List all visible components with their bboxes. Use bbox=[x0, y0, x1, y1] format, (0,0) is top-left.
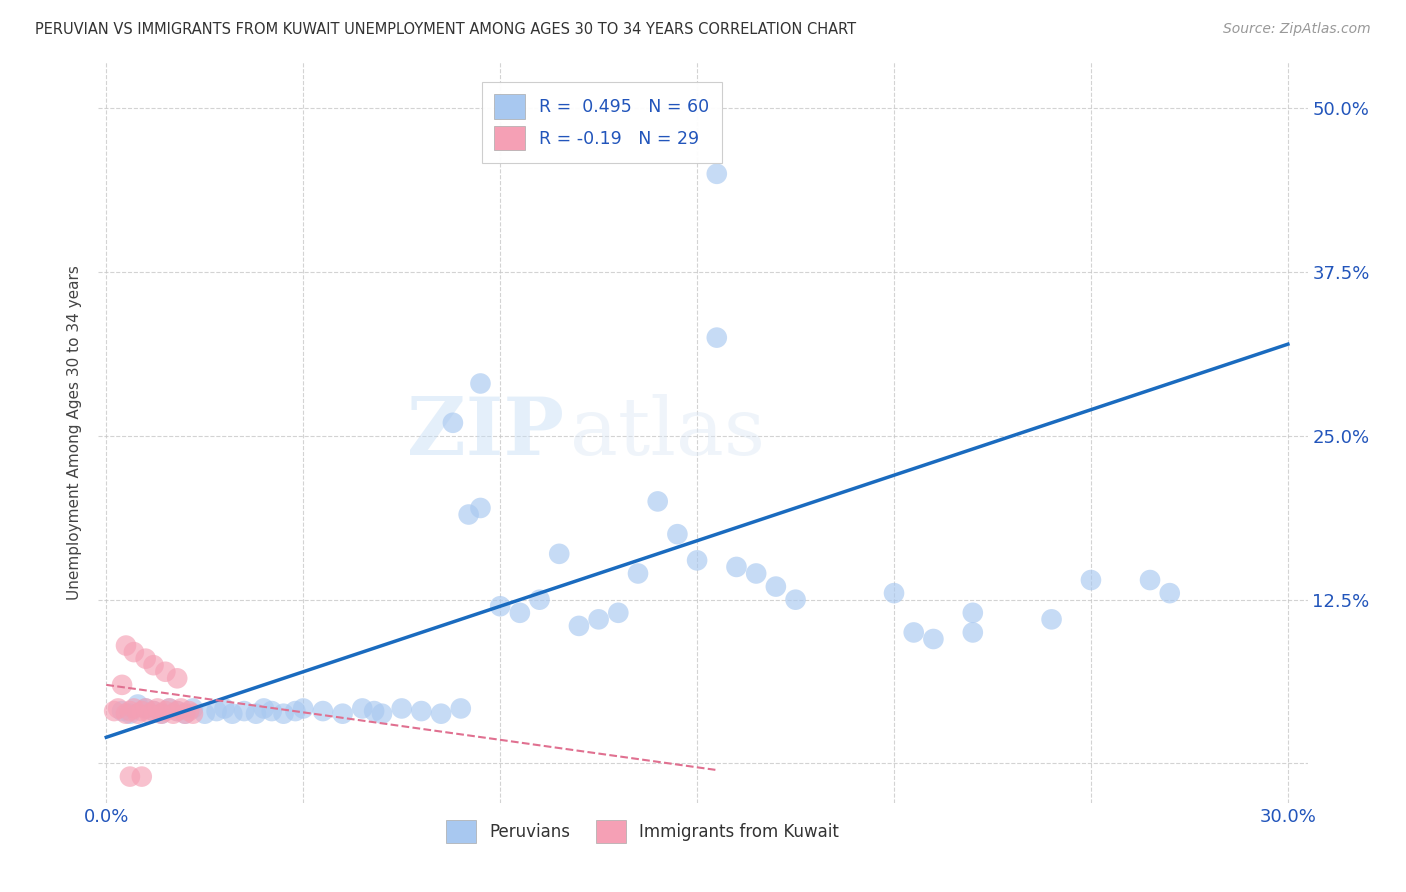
Point bbox=[115, 639, 138, 653]
Point bbox=[155, 665, 177, 679]
Point bbox=[332, 706, 354, 721]
Point bbox=[1159, 586, 1181, 600]
Point bbox=[181, 706, 204, 721]
Point bbox=[162, 706, 184, 721]
Point bbox=[142, 658, 165, 673]
Point bbox=[118, 704, 141, 718]
Point bbox=[131, 770, 153, 784]
Point bbox=[174, 706, 197, 721]
Point bbox=[666, 527, 689, 541]
Point bbox=[352, 701, 374, 715]
Point bbox=[371, 706, 394, 721]
Point bbox=[205, 704, 228, 718]
Point bbox=[962, 606, 984, 620]
Point bbox=[122, 645, 145, 659]
Point bbox=[745, 566, 768, 581]
Point bbox=[607, 606, 630, 620]
Point bbox=[118, 770, 141, 784]
Point bbox=[568, 619, 591, 633]
Text: atlas: atlas bbox=[569, 393, 765, 472]
Point bbox=[245, 706, 267, 721]
Point bbox=[174, 706, 197, 721]
Point bbox=[157, 701, 180, 715]
Text: PERUVIAN VS IMMIGRANTS FROM KUWAIT UNEMPLOYMENT AMONG AGES 30 TO 34 YEARS CORREL: PERUVIAN VS IMMIGRANTS FROM KUWAIT UNEMP… bbox=[35, 22, 856, 37]
Point bbox=[363, 704, 385, 718]
Point bbox=[1080, 573, 1102, 587]
Point bbox=[391, 701, 413, 715]
Point bbox=[111, 678, 134, 692]
Point bbox=[470, 500, 492, 515]
Point bbox=[103, 704, 125, 718]
Point bbox=[922, 632, 945, 646]
Point bbox=[441, 416, 464, 430]
Legend: Peruvians, Immigrants from Kuwait: Peruvians, Immigrants from Kuwait bbox=[440, 814, 845, 850]
Point bbox=[138, 706, 160, 721]
Y-axis label: Unemployment Among Ages 30 to 34 years: Unemployment Among Ages 30 to 34 years bbox=[67, 265, 83, 600]
Point bbox=[647, 494, 669, 508]
Point bbox=[127, 706, 149, 721]
Point bbox=[135, 701, 157, 715]
Point bbox=[411, 704, 433, 718]
Point bbox=[725, 560, 748, 574]
Point bbox=[765, 580, 787, 594]
Point bbox=[588, 612, 610, 626]
Point bbox=[107, 701, 129, 715]
Point bbox=[706, 330, 728, 344]
Point bbox=[450, 701, 472, 715]
Point bbox=[177, 704, 200, 718]
Point bbox=[706, 167, 728, 181]
Point bbox=[260, 704, 283, 718]
Point bbox=[142, 704, 165, 718]
Point bbox=[157, 701, 180, 715]
Point bbox=[166, 671, 188, 685]
Point bbox=[166, 704, 188, 718]
Text: Source: ZipAtlas.com: Source: ZipAtlas.com bbox=[1223, 22, 1371, 37]
Point bbox=[150, 706, 173, 721]
Point bbox=[470, 376, 492, 391]
Point bbox=[122, 701, 145, 715]
Point bbox=[150, 706, 173, 721]
Point bbox=[214, 701, 236, 715]
Point bbox=[118, 706, 141, 721]
Point bbox=[115, 706, 138, 721]
Point bbox=[146, 701, 169, 715]
Point bbox=[1040, 612, 1063, 626]
Point bbox=[233, 704, 256, 718]
Point bbox=[627, 566, 650, 581]
Point bbox=[135, 701, 157, 715]
Point bbox=[457, 508, 479, 522]
Point bbox=[131, 704, 153, 718]
Point bbox=[529, 592, 551, 607]
Point bbox=[111, 704, 134, 718]
Point bbox=[686, 553, 709, 567]
Point bbox=[903, 625, 925, 640]
Text: ZIP: ZIP bbox=[406, 393, 564, 472]
Point bbox=[489, 599, 512, 614]
Point bbox=[253, 701, 276, 715]
Point bbox=[509, 606, 531, 620]
Point bbox=[194, 706, 217, 721]
Point bbox=[170, 701, 193, 715]
Point bbox=[221, 706, 243, 721]
Point bbox=[962, 625, 984, 640]
Point bbox=[127, 698, 149, 712]
Point bbox=[1139, 573, 1161, 587]
Point bbox=[292, 701, 315, 715]
Point bbox=[155, 704, 177, 718]
Point bbox=[135, 651, 157, 665]
Point bbox=[430, 706, 453, 721]
Point bbox=[312, 704, 335, 718]
Point bbox=[883, 586, 905, 600]
Point bbox=[142, 704, 165, 718]
Point bbox=[548, 547, 571, 561]
Point bbox=[284, 704, 307, 718]
Point bbox=[785, 592, 807, 607]
Point bbox=[273, 706, 295, 721]
Point bbox=[166, 704, 188, 718]
Point bbox=[181, 701, 204, 715]
